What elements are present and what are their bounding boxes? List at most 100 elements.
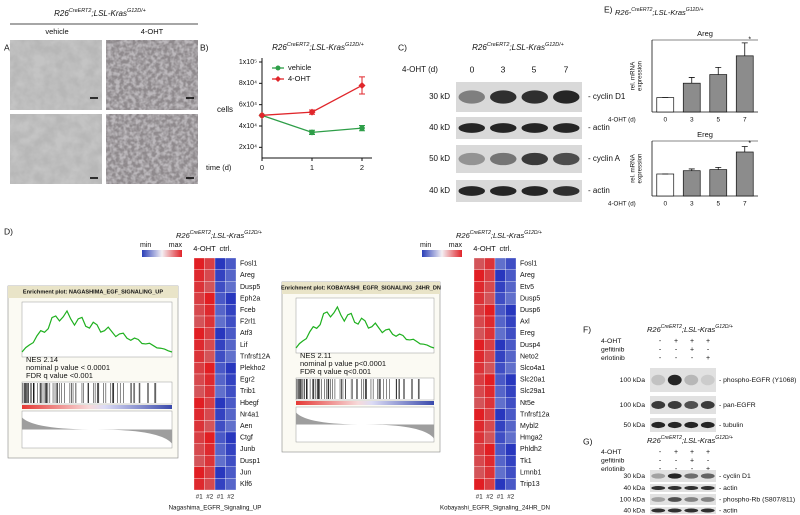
sign: + [690,338,694,345]
sign: + [690,346,694,353]
gene-label: Atf3 [240,330,253,337]
treatment-label: gefitinib [601,346,625,353]
es-curve [295,305,435,349]
heatmap-cell [473,455,485,467]
heatmap-cell [204,350,216,363]
chart-title: Ereg [697,130,713,139]
band [651,508,666,513]
band [700,401,715,409]
blot [650,470,716,482]
band [667,508,682,513]
marker-label: 40 kD [429,186,450,195]
heatmap-cell [484,431,496,444]
gene-label: Dusp4 [520,342,540,349]
heatmap-cell [193,466,205,479]
band [490,186,517,196]
blot [650,418,716,432]
legend-marker [275,76,281,82]
gene-label: Areg [520,272,535,279]
plot-header [8,286,178,298]
x-axis-label: 4-OHT (d) [608,117,636,124]
data-point [308,108,316,116]
gene-label: Fceb [240,307,256,314]
blot [456,180,582,202]
genotype-part: G12D/+ [715,435,733,441]
gene-label: Eph2a [240,295,260,302]
legend-marker [275,65,281,71]
genotype: R26CreERT2;LSL-KrasG12D/+ [647,435,733,445]
heatmap-cell [204,281,216,293]
band [684,497,699,502]
band [667,497,682,502]
heatmap-cell [494,408,506,421]
colorbar [142,250,182,257]
heatmap-cell [193,385,205,398]
heatmap-cell [494,455,506,467]
heatmap-cell [505,292,517,305]
heatmap-cell [484,304,496,317]
bar [656,173,675,197]
heatmap-cell [484,478,496,491]
heatmap-cell [505,431,517,444]
gene-label: Mybl2 [520,423,539,430]
scale-label: min [140,242,151,249]
heatmap-cell [473,350,485,363]
heatmap-cell [494,304,506,317]
annotation: * [748,37,751,44]
protein-label: - actin [588,123,610,132]
sign: + [674,338,678,345]
heatmap-cell [473,362,485,375]
heatmap-cell [214,339,226,351]
scale-label: max [169,242,183,249]
heatmap-cell [204,257,216,270]
heatmap-cell [193,455,205,467]
gene-label: Plekho2 [240,365,265,372]
heatmap-cell [494,292,506,305]
heatmap-cell [214,362,226,375]
heatmap-cell [214,327,226,340]
genotype-part: G12D/+ [244,230,262,236]
band [700,421,715,429]
heatmap-cell [494,466,506,479]
heatmap-cell [214,315,226,328]
heatmap-cell [505,455,517,467]
micrograph [10,114,102,184]
sample-label: #1 [497,494,504,501]
band [684,508,699,513]
heatmap-cell [204,315,216,328]
heatmap-cell [193,315,205,328]
heatmap-cell [214,292,226,305]
heatmap-cell [225,455,237,467]
sign: + [706,338,710,345]
heatmap-cell [204,420,216,433]
sign: - [659,449,662,456]
band [490,152,517,166]
marker-label: 50 kD [429,154,450,163]
x-tick-label: 7 [743,201,747,208]
band [651,401,666,409]
condition-label: vehicle [45,27,68,36]
panel-label: F) [583,324,591,334]
heatmap-cell [484,315,496,328]
heatmap-cell [193,339,205,351]
gene-label: Aen [240,423,253,430]
heatmap-cell [473,443,485,456]
heatmap-cell [193,350,205,363]
band [667,486,682,490]
marker-label: 40 kDa [623,485,645,492]
band [651,374,666,386]
heatmap-cell [225,269,237,282]
genotype-part: ;LSL-Kras [652,8,686,17]
protein-label: - actin [719,485,738,492]
heatmap-cell [484,362,496,375]
protein-label: - phospho-EGFR (Y1068) [719,377,796,384]
treatment-label: erlotinib [601,466,625,473]
genotype-part: R26 [54,9,69,18]
plot-header [282,282,440,294]
genotype-part: G12D/+ [127,8,146,14]
genotype-part: R26- [615,8,632,17]
x-tick-label: 0 [663,117,667,124]
heatmap-cell [505,315,517,328]
p-label: nominal p value p<0.0001 [300,359,386,368]
band [684,473,699,479]
